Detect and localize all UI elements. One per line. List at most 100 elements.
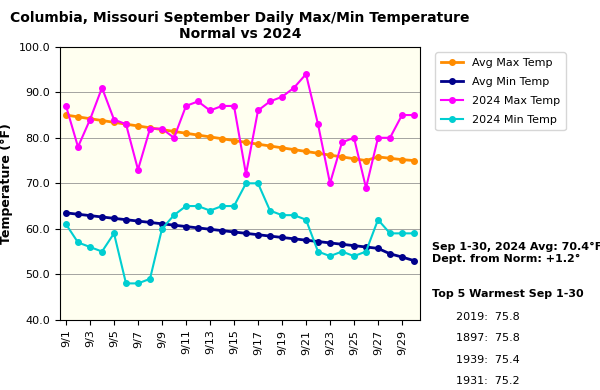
Avg Max Temp bbox=[242, 140, 250, 145]
Avg Max Temp bbox=[206, 135, 214, 139]
Avg Min Temp bbox=[86, 213, 94, 218]
2024 Min Temp bbox=[302, 217, 310, 222]
2024 Min Temp bbox=[254, 181, 262, 186]
2024 Max Temp bbox=[326, 181, 334, 186]
Avg Min Temp bbox=[326, 241, 334, 245]
Text: Sep 1-30, 2024 Avg: 70.4°F
Dept. from Norm: +1.2°: Sep 1-30, 2024 Avg: 70.4°F Dept. from No… bbox=[432, 242, 600, 264]
Avg Min Temp bbox=[266, 234, 274, 238]
2024 Min Temp bbox=[230, 204, 238, 208]
Avg Max Temp bbox=[254, 142, 262, 147]
Text: 1897:  75.8: 1897: 75.8 bbox=[456, 333, 520, 344]
2024 Min Temp bbox=[290, 213, 298, 218]
Avg Min Temp bbox=[278, 235, 286, 240]
Avg Min Temp bbox=[362, 245, 370, 249]
Avg Max Temp bbox=[74, 115, 82, 119]
2024 Max Temp bbox=[206, 108, 214, 113]
Avg Min Temp bbox=[314, 239, 322, 244]
Avg Max Temp bbox=[182, 131, 190, 136]
Line: 2024 Max Temp: 2024 Max Temp bbox=[63, 71, 417, 191]
Avg Min Temp bbox=[194, 225, 202, 230]
2024 Min Temp bbox=[86, 245, 94, 249]
2024 Min Temp bbox=[182, 204, 190, 208]
2024 Max Temp bbox=[158, 126, 166, 131]
Avg Max Temp bbox=[362, 158, 370, 163]
Avg Max Temp bbox=[398, 157, 406, 162]
2024 Min Temp bbox=[146, 277, 154, 281]
Avg Min Temp bbox=[290, 236, 298, 241]
2024 Min Temp bbox=[350, 254, 358, 259]
Avg Max Temp bbox=[134, 124, 142, 128]
Avg Max Temp bbox=[314, 151, 322, 156]
Avg Max Temp bbox=[86, 116, 94, 121]
Avg Min Temp bbox=[302, 238, 310, 243]
2024 Min Temp bbox=[314, 249, 322, 254]
2024 Min Temp bbox=[338, 249, 346, 254]
2024 Max Temp bbox=[254, 108, 262, 113]
2024 Max Temp bbox=[338, 140, 346, 145]
2024 Max Temp bbox=[398, 113, 406, 117]
Avg Max Temp bbox=[110, 120, 118, 125]
Title: Columbia, Missouri September Daily Max/Min Temperature
Normal vs 2024: Columbia, Missouri September Daily Max/M… bbox=[10, 11, 470, 41]
Text: 1931:  75.2: 1931: 75.2 bbox=[456, 376, 520, 386]
Avg Min Temp bbox=[158, 222, 166, 226]
2024 Min Temp bbox=[74, 240, 82, 245]
2024 Max Temp bbox=[410, 113, 418, 117]
Avg Max Temp bbox=[98, 118, 106, 123]
2024 Max Temp bbox=[98, 85, 106, 90]
Avg Min Temp bbox=[134, 219, 142, 223]
2024 Max Temp bbox=[218, 104, 226, 108]
2024 Min Temp bbox=[278, 213, 286, 218]
Avg Min Temp bbox=[230, 230, 238, 234]
Avg Max Temp bbox=[302, 149, 310, 154]
Avg Min Temp bbox=[74, 212, 82, 216]
Text: Top 5 Warmest Sep 1-30: Top 5 Warmest Sep 1-30 bbox=[432, 289, 584, 299]
2024 Max Temp bbox=[314, 122, 322, 126]
Text: 1939:  75.4: 1939: 75.4 bbox=[456, 355, 520, 365]
Avg Min Temp bbox=[98, 215, 106, 219]
2024 Min Temp bbox=[122, 281, 130, 286]
Avg Max Temp bbox=[290, 147, 298, 152]
Avg Max Temp bbox=[62, 113, 70, 117]
2024 Max Temp bbox=[74, 145, 82, 149]
2024 Min Temp bbox=[362, 249, 370, 254]
2024 Min Temp bbox=[410, 231, 418, 236]
Avg Max Temp bbox=[158, 127, 166, 132]
2024 Max Temp bbox=[146, 126, 154, 131]
Avg Min Temp bbox=[110, 216, 118, 221]
Avg Min Temp bbox=[398, 255, 406, 259]
2024 Max Temp bbox=[242, 172, 250, 177]
Avg Min Temp bbox=[206, 227, 214, 232]
2024 Max Temp bbox=[170, 135, 178, 140]
Avg Min Temp bbox=[218, 228, 226, 233]
Avg Max Temp bbox=[278, 145, 286, 150]
2024 Max Temp bbox=[194, 99, 202, 104]
Avg Min Temp bbox=[386, 252, 394, 256]
Line: 2024 Min Temp: 2024 Min Temp bbox=[63, 181, 417, 286]
Avg Max Temp bbox=[194, 133, 202, 137]
2024 Max Temp bbox=[62, 104, 70, 108]
Avg Min Temp bbox=[350, 243, 358, 248]
Avg Min Temp bbox=[62, 211, 70, 215]
Avg Max Temp bbox=[266, 144, 274, 148]
Avg Min Temp bbox=[122, 217, 130, 222]
Avg Min Temp bbox=[374, 246, 382, 251]
2024 Max Temp bbox=[302, 72, 310, 76]
2024 Max Temp bbox=[134, 167, 142, 172]
2024 Min Temp bbox=[158, 227, 166, 231]
2024 Min Temp bbox=[194, 204, 202, 208]
Avg Max Temp bbox=[338, 154, 346, 159]
Legend: Avg Max Temp, Avg Min Temp, 2024 Max Temp, 2024 Min Temp: Avg Max Temp, Avg Min Temp, 2024 Max Tem… bbox=[435, 52, 566, 130]
Avg Min Temp bbox=[146, 220, 154, 225]
2024 Min Temp bbox=[110, 231, 118, 236]
2024 Max Temp bbox=[230, 104, 238, 108]
2024 Max Temp bbox=[122, 122, 130, 126]
2024 Max Temp bbox=[386, 135, 394, 140]
Avg Min Temp bbox=[182, 224, 190, 229]
Avg Max Temp bbox=[146, 126, 154, 130]
Avg Max Temp bbox=[230, 138, 238, 143]
Line: Avg Min Temp: Avg Min Temp bbox=[63, 210, 417, 263]
2024 Max Temp bbox=[362, 186, 370, 190]
2024 Min Temp bbox=[62, 222, 70, 227]
2024 Max Temp bbox=[266, 99, 274, 104]
Avg Max Temp bbox=[122, 122, 130, 126]
